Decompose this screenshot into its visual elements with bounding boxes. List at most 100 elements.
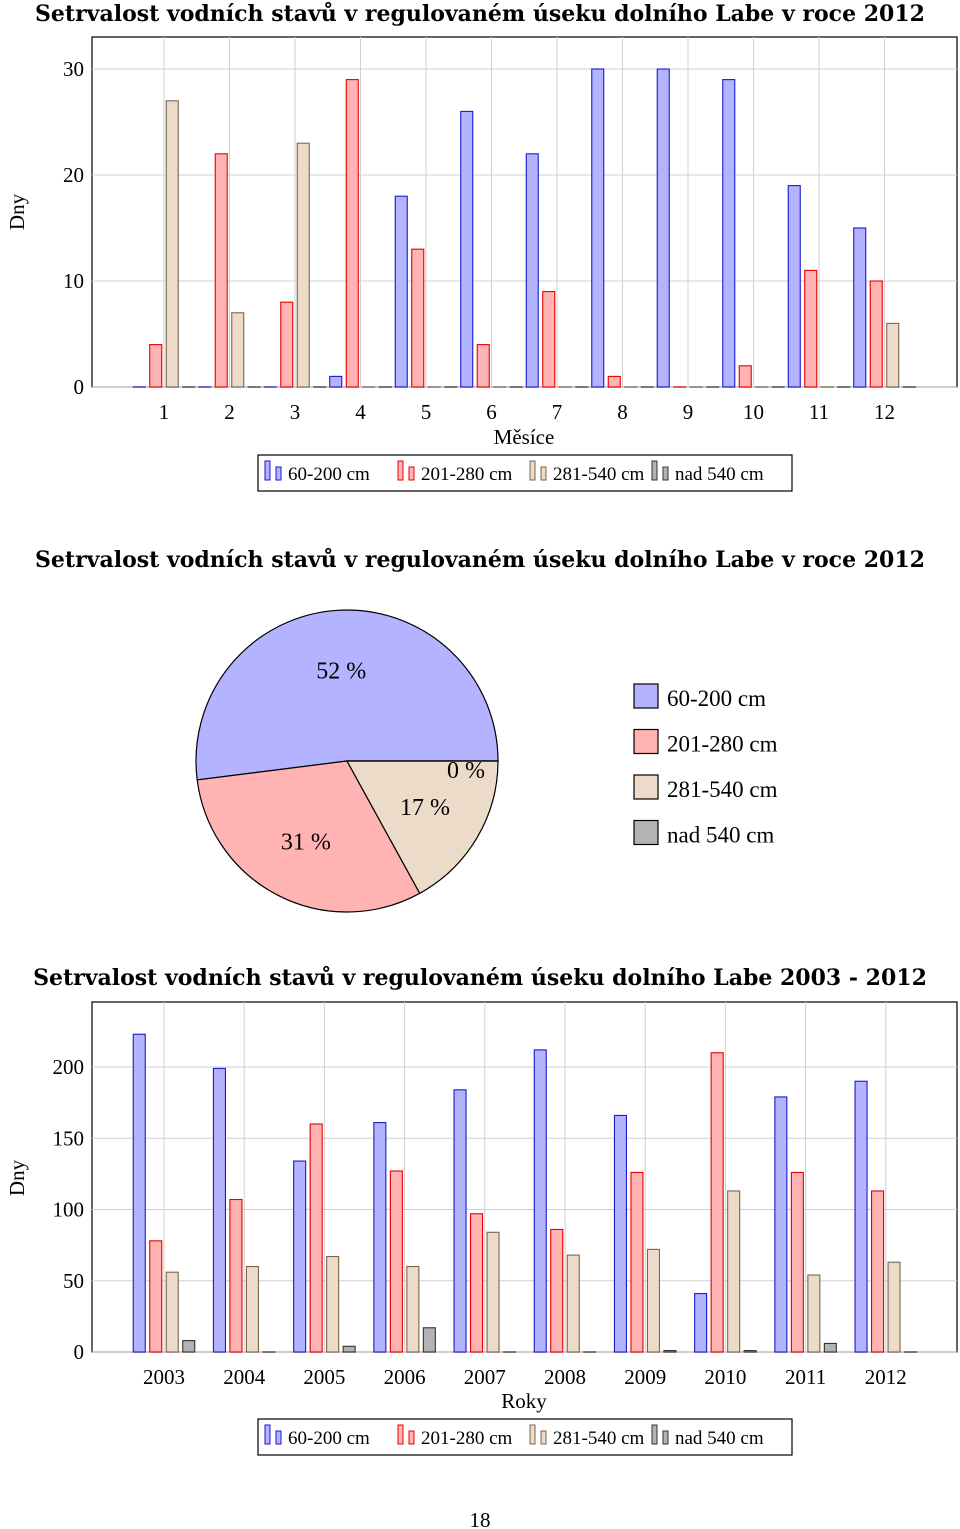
legend-swatch-60-200-cm — [264, 460, 271, 481]
bar-60-200-cm-10 — [722, 79, 736, 388]
bar-201-280-cm-1 — [149, 344, 163, 388]
bar-201-280-cm-2008 — [550, 1228, 564, 1353]
bar-60-200-cm-6 — [460, 110, 474, 388]
y-tick-label: 150 — [53, 1126, 85, 1150]
legend-swatch-281-540-cm — [529, 1424, 536, 1445]
x-tick-label: 2012 — [865, 1365, 907, 1389]
legend-swatch-nad-540-cm — [651, 460, 658, 481]
pie-slice-281-540-cm — [345, 760, 499, 895]
legend-label-201-280-cm: 201-280 cm — [421, 1428, 513, 1449]
pie-legend-swatch-281-540-cm — [633, 774, 659, 800]
bar-60-200-cm-2005 — [293, 1160, 307, 1353]
legend-swatch-201-280-cm — [408, 1430, 415, 1445]
x-tick-label: 4 — [355, 400, 366, 424]
bar-60-200-cm-2011 — [774, 1096, 788, 1353]
bar-201-280-cm-2 — [214, 153, 228, 388]
legend-swatch-60-200-cm — [275, 466, 282, 481]
bar-60-200-cm-2003 — [132, 1033, 146, 1353]
bar-201-280-cm-2005 — [309, 1123, 323, 1353]
legend-label-281-540-cm: 281-540 cm — [553, 464, 645, 485]
chart-legend: 60-200 cm 201-280 cm 281-540 cm nad 540 cm — [257, 454, 793, 492]
pie-legend-label-nad-540-cm: nad 540 cm — [667, 823, 774, 848]
yearly-chart-title: Setrvalost vodních stavů v regulovaném ú… — [33, 965, 927, 991]
bar-60-200-cm-2012 — [854, 1080, 868, 1353]
legend-frame — [257, 1418, 793, 1456]
bar-281-540-cm-2009 — [646, 1248, 661, 1353]
legend-label-201-280-cm: 201-280 cm — [421, 464, 513, 485]
bar-60-200-cm-2006 — [373, 1122, 387, 1353]
page-number: 18 — [470, 1508, 491, 1529]
x-tick-label: 2007 — [464, 1365, 506, 1389]
yearly-y-axis-label: Dny — [5, 1159, 29, 1196]
bar-nad-540-cm-2005 — [342, 1345, 356, 1353]
legend-label-nad-540-cm: nad 540 cm — [675, 464, 764, 485]
x-tick-label: 6 — [486, 400, 497, 424]
legend-swatch-281-540-cm — [529, 460, 536, 481]
x-tick-label: 2 — [224, 400, 235, 424]
bar-nad-540-cm-2009 — [663, 1350, 677, 1353]
chart-legend: 60-200 cm 201-280 cm 281-540 cm nad 540 cm — [257, 1418, 793, 1456]
x-tick-label: 5 — [421, 400, 432, 424]
y-tick-label: 30 — [63, 57, 84, 81]
bar-nad-540-cm-2006 — [422, 1327, 436, 1353]
x-tick-label: 3 — [290, 400, 301, 424]
bar-281-540-cm-2010 — [727, 1190, 741, 1353]
legend-frame — [257, 454, 793, 492]
bar-281-540-cm-2004 — [245, 1265, 259, 1353]
bar-201-280-cm-4 — [345, 79, 359, 388]
bar-281-540-cm-2006 — [406, 1265, 420, 1353]
monthly-chart-title: Setrvalost vodních stavů v regulovaném ú… — [35, 1, 925, 27]
bar-281-540-cm-2012 — [887, 1261, 901, 1353]
pie-legend: 60-200 cm 201-280 cm 281-540 cm nad 540 cm — [633, 683, 778, 848]
legend-swatch-201-280-cm — [397, 1424, 404, 1445]
legend-swatch-281-540-cm — [540, 466, 547, 481]
pie-label-60-200-cm: 52 % — [316, 659, 366, 685]
pie-legend-label-60-200-cm: 60-200 cm — [667, 686, 766, 711]
bar-60-200-cm-7 — [525, 153, 539, 388]
pie-legend-swatch-60-200-cm — [633, 683, 659, 709]
x-tick-label: 2010 — [704, 1365, 746, 1389]
pie-legend-swatch-201-280-cm — [633, 728, 659, 755]
bar-60-200-cm-2004 — [212, 1067, 226, 1353]
bar-201-280-cm-10 — [738, 365, 752, 388]
x-tick-label: 2008 — [544, 1365, 586, 1389]
x-tick-label: 12 — [874, 400, 895, 424]
bar-201-280-cm-3 — [280, 301, 294, 388]
pie-slice-60-200-cm — [195, 609, 499, 781]
bar-201-280-cm-11 — [804, 269, 818, 388]
bar-201-280-cm-6 — [476, 344, 490, 388]
x-tick-label: 2003 — [143, 1365, 185, 1389]
pie-chart-title: Setrvalost vodních stavů v regulovaném ú… — [35, 547, 925, 573]
x-tick-label: 11 — [809, 400, 829, 424]
bar-60-200-cm-4 — [329, 375, 343, 388]
bar-201-280-cm-2011 — [790, 1171, 804, 1353]
bar-60-200-cm-5 — [394, 195, 408, 388]
bar-201-280-cm-2006 — [389, 1170, 403, 1353]
x-tick-label: 1 — [159, 400, 170, 424]
x-tick-label: 2004 — [223, 1365, 266, 1389]
bar-281-540-cm-12 — [886, 322, 900, 388]
pie-label-201-280-cm: 31 % — [281, 830, 331, 856]
legend-swatch-nad-540-cm — [662, 466, 669, 481]
x-tick-label: 2006 — [384, 1365, 426, 1389]
x-tick-label: 2005 — [303, 1365, 345, 1389]
monthly-x-axis-label: Měsíce — [494, 425, 555, 449]
bar-201-280-cm-2012 — [870, 1190, 885, 1353]
bar-201-280-cm-12 — [869, 280, 883, 388]
bar-60-200-cm-2008 — [533, 1049, 547, 1353]
legend-swatch-nad-540-cm — [662, 1430, 669, 1445]
pie-slice-201-280-cm — [196, 760, 421, 913]
y-tick-label: 50 — [63, 1269, 84, 1293]
pie-label-281-540-cm: 17 % — [400, 795, 450, 821]
legend-label-60-200-cm: 60-200 cm — [288, 464, 370, 485]
bar-201-280-cm-2010 — [710, 1052, 724, 1353]
yearly-bar-chart: Setrvalost vodních stavů v regulovaném ú… — [5, 965, 958, 1456]
legend-swatch-nad-540-cm — [651, 1424, 658, 1445]
legend-label-60-200-cm: 60-200 cm — [288, 1428, 370, 1449]
bar-281-540-cm-2008 — [566, 1254, 580, 1353]
bar-201-280-cm-2004 — [229, 1198, 243, 1353]
pie-chart: Setrvalost vodních stavů v regulovaném ú… — [35, 547, 925, 913]
bar-60-200-cm-2009 — [613, 1114, 628, 1353]
monthly-y-axis-label: Dny — [5, 193, 29, 230]
